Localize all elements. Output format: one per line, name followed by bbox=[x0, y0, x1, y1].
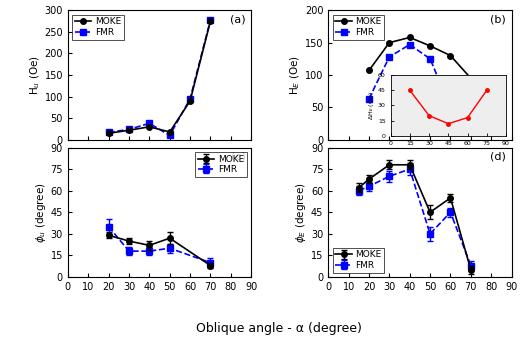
MOKE bbox=[407, 36, 413, 40]
Text: (d): (d) bbox=[490, 152, 506, 161]
FMR bbox=[427, 57, 433, 61]
Text: Oblique angle - α (degree): Oblique angle - α (degree) bbox=[196, 322, 362, 335]
Line: MOKE: MOKE bbox=[366, 35, 473, 81]
MOKE bbox=[105, 131, 112, 135]
FMR bbox=[386, 55, 393, 59]
FMR bbox=[366, 97, 372, 101]
FMR bbox=[407, 42, 413, 47]
MOKE bbox=[447, 54, 454, 58]
MOKE bbox=[126, 128, 132, 132]
Legend: MOKE, FMR: MOKE, FMR bbox=[333, 248, 384, 273]
Y-axis label: $\phi_u$ (degree): $\phi_u$ (degree) bbox=[34, 182, 48, 243]
MOKE bbox=[427, 44, 433, 48]
MOKE bbox=[167, 130, 173, 134]
FMR bbox=[167, 133, 173, 137]
Line: FMR: FMR bbox=[106, 17, 213, 138]
Line: FMR: FMR bbox=[366, 42, 473, 130]
FMR bbox=[146, 121, 152, 126]
FMR bbox=[207, 18, 213, 22]
FMR bbox=[187, 97, 193, 101]
Text: (b): (b) bbox=[490, 14, 506, 24]
FMR bbox=[468, 125, 474, 129]
Y-axis label: H$_u$ (Oe): H$_u$ (Oe) bbox=[28, 55, 42, 95]
MOKE bbox=[366, 68, 372, 73]
MOKE bbox=[146, 125, 152, 129]
FMR bbox=[126, 127, 132, 131]
Line: MOKE: MOKE bbox=[106, 18, 213, 136]
Y-axis label: $\phi_E$ (degree): $\phi_E$ (degree) bbox=[294, 182, 308, 243]
Legend: MOKE, FMR: MOKE, FMR bbox=[73, 15, 124, 40]
Legend: MOKE, FMR: MOKE, FMR bbox=[195, 152, 247, 177]
Y-axis label: H$_E$ (Oe): H$_E$ (Oe) bbox=[289, 55, 302, 95]
FMR bbox=[105, 130, 112, 134]
MOKE bbox=[386, 41, 393, 45]
Text: (c): (c) bbox=[231, 152, 246, 161]
FMR bbox=[447, 105, 454, 109]
Legend: MOKE, FMR: MOKE, FMR bbox=[333, 15, 384, 40]
Text: (a): (a) bbox=[230, 14, 246, 24]
MOKE bbox=[187, 99, 193, 103]
MOKE bbox=[468, 76, 474, 80]
MOKE bbox=[207, 19, 213, 23]
